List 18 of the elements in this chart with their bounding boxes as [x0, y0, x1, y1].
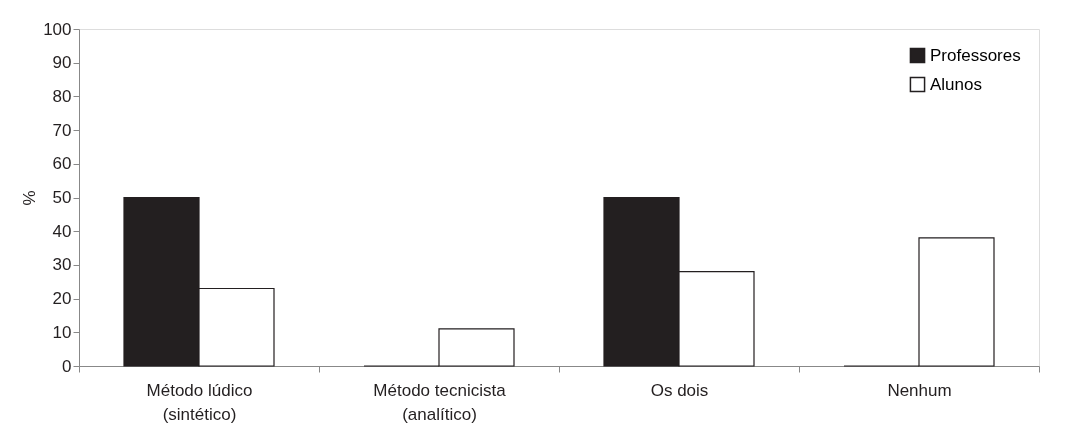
y-tick-label: 60	[52, 154, 72, 174]
y-tick-label: 100	[43, 19, 72, 39]
legend-label: Professores	[930, 45, 1021, 65]
x-tick-label: Nenhum	[887, 380, 952, 400]
x-tick-label: Método lúdico (sintético)	[146, 380, 253, 424]
y-tick-label: 20	[52, 289, 72, 309]
y-tick-label: 40	[52, 221, 72, 241]
y-tick-label: 0	[62, 356, 72, 376]
y-tick-label: 90	[52, 53, 72, 73]
y-axis-title: %	[20, 190, 40, 206]
x-tick-label: Método tecnicista (analítico)	[373, 380, 507, 424]
y-tick-label: 50	[52, 188, 72, 207]
y-tick-label: 80	[52, 86, 72, 106]
y-tick-label: 10	[52, 322, 72, 342]
y-tick-label: 30	[52, 255, 72, 275]
legend-label: Alunos	[930, 74, 982, 94]
x-tick-label: Os dois	[650, 380, 709, 400]
y-tick-label: 70	[52, 120, 72, 140]
